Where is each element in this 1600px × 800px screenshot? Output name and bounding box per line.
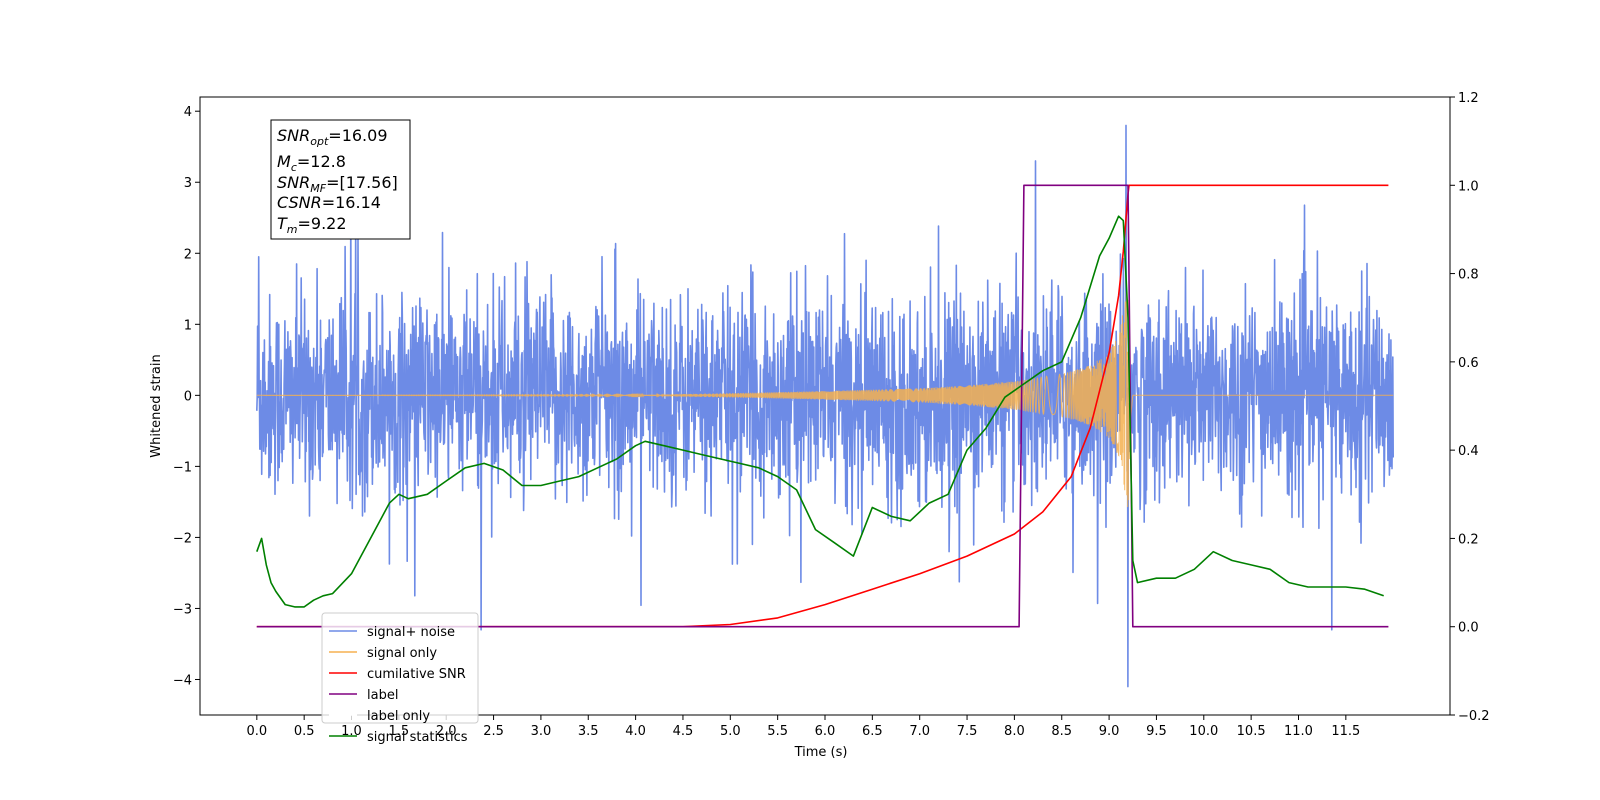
y-tick-label: 1 — [184, 318, 192, 333]
annotation-snr-mf: SNRMF=[17.56] — [277, 173, 398, 195]
mc-sub: c — [291, 161, 297, 174]
series-signal-statistics — [256, 215, 1384, 608]
csnr-base: CSNR — [277, 193, 322, 212]
x-tick-label: 5.0 — [720, 724, 741, 739]
y-tick-label: 0 — [184, 389, 192, 404]
legend-label: label only — [367, 709, 430, 724]
x-tick-label: 10.0 — [1189, 724, 1218, 739]
annotation-tm: Tm=9.22 — [277, 214, 347, 236]
y-axis-label: Whitened strain — [149, 354, 164, 457]
x-tick-label: 2.5 — [483, 724, 504, 739]
legend-label: signal+ noise — [367, 625, 455, 640]
x-tick-label: 7.5 — [957, 724, 978, 739]
y-axis-left: 4 3 2 1 0 −1 −2 −3 −4 — [173, 105, 200, 688]
y-right-tick-label: −0.2 — [1458, 709, 1490, 724]
x-tick-label: 2.0 — [436, 724, 457, 739]
x-tick-label: 3.0 — [531, 724, 552, 739]
x-axis-label: Time (s) — [794, 745, 848, 760]
x-tick-label: 11.0 — [1284, 724, 1313, 739]
mc-base: M — [277, 152, 291, 171]
series-cumilative-snr — [256, 184, 1389, 628]
annotation-mc: Mc=12.8 — [277, 152, 346, 174]
x-tick-label: 9.5 — [1146, 724, 1167, 739]
y-right-tick-label: 0.6 — [1458, 356, 1479, 371]
x-tick-label: 11.5 — [1331, 724, 1360, 739]
annotation-csnr: CSNR=16.14 — [277, 193, 381, 212]
y-tick-label: 3 — [184, 176, 192, 191]
plot-area — [256, 124, 1394, 688]
x-axis: 0.0 0.5 1.0 1.5 2.0 2.5 3.0 3.5 4.0 4.5 5.0 5.5 6.0 6… — [246, 715, 1360, 739]
x-tick-label: 4.5 — [673, 724, 694, 739]
y-tick-label: 2 — [184, 247, 192, 262]
snr-opt-value: =16.09 — [328, 126, 387, 145]
snr-mf-value: =[17.56] — [326, 173, 398, 192]
x-tick-label: 8.0 — [1004, 724, 1025, 739]
x-tick-label: 7.0 — [909, 724, 930, 739]
legend: signal+ noise signal only cumilative SNR la… — [321, 612, 479, 745]
annotation-frame — [270, 119, 411, 240]
legend-label: signal statistics — [367, 730, 468, 745]
snr-opt-sub: opt — [310, 135, 329, 148]
y-right-tick-label: 1.2 — [1458, 91, 1479, 106]
y-right-tick-label: 0.4 — [1458, 444, 1479, 459]
snr-mf-base: SNR — [277, 173, 310, 192]
y-right-tick-label: 0.2 — [1458, 532, 1479, 547]
tm-value: =9.22 — [298, 214, 347, 233]
x-tick-label: 10.5 — [1237, 724, 1266, 739]
x-tick-label: 0.0 — [246, 724, 267, 739]
tm-base: T — [277, 214, 288, 233]
x-tick-label: 6.5 — [862, 724, 883, 739]
y-right-tick-label: 0.0 — [1458, 621, 1479, 636]
y-tick-label: −3 — [173, 602, 192, 617]
x-tick-label: 9.0 — [1099, 724, 1120, 739]
mc-value: =12.8 — [297, 152, 346, 171]
legend-label: label — [367, 688, 398, 703]
legend-frame — [321, 612, 479, 724]
y-tick-label: −1 — [173, 460, 192, 475]
x-tick-label: 3.5 — [578, 724, 599, 739]
y-axis-right: 1.2 1.0 0.8 0.6 0.4 0.2 0.0 −0.2 — [1450, 91, 1490, 724]
annotation-box: SNRopt=16.09 Mc=12.8 SNRMF=[17.56] CSNR=… — [270, 119, 411, 240]
series-layer — [256, 124, 1394, 688]
series-signal-only — [256, 291, 1394, 508]
snr-mf-sub: MF — [310, 182, 326, 195]
series-label — [256, 184, 1389, 628]
y-tick-label: −4 — [173, 673, 192, 688]
series-signal-noise — [256, 124, 1394, 688]
y-tick-label: −2 — [173, 531, 192, 546]
x-tick-label: 1.5 — [389, 724, 410, 739]
csnr-value: =16.14 — [322, 193, 381, 212]
x-tick-label: 5.5 — [767, 724, 788, 739]
snr-opt-base: SNR — [277, 126, 310, 145]
y-right-tick-label: 1.0 — [1458, 179, 1479, 194]
legend-label: cumilative SNR — [367, 667, 466, 682]
y-right-tick-label: 0.8 — [1458, 268, 1479, 283]
x-tick-label: 6.0 — [815, 724, 836, 739]
legend-label: signal only — [367, 646, 437, 661]
y-tick-label: 4 — [184, 105, 192, 120]
annotation-snr-opt: SNRopt=16.09 — [277, 126, 388, 148]
tm-sub: m — [287, 223, 298, 236]
x-tick-label: 0.5 — [294, 724, 315, 739]
x-tick-label: 8.5 — [1051, 724, 1072, 739]
x-tick-label: 4.0 — [625, 724, 646, 739]
